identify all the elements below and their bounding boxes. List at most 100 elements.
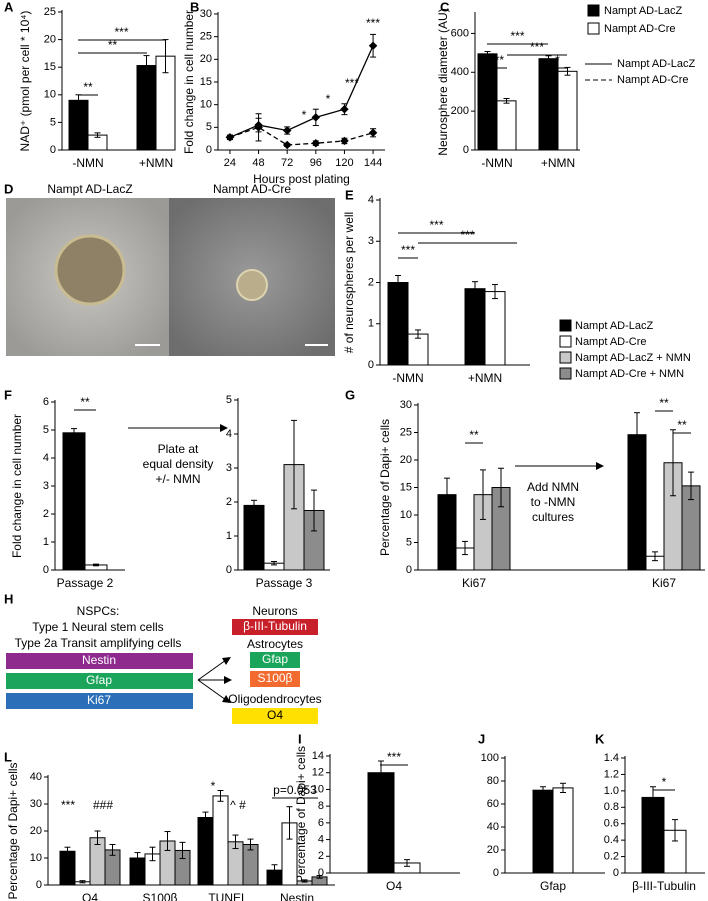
legend-label: Nampt AD-LacZ (604, 5, 683, 17)
y-tick-label: 15 (200, 76, 212, 88)
marker-box (250, 652, 300, 668)
y-tick-label: 0 (463, 144, 469, 156)
y-tick-label: 1.0 (604, 785, 619, 797)
marker-box (6, 673, 193, 689)
fate-name: Astrocytes (247, 637, 303, 651)
y-tick-label: 2 (43, 508, 49, 520)
significance-label: *** (61, 798, 75, 812)
marker-label: Ki67 (87, 693, 111, 707)
diagram-text: NSPCs: (77, 604, 120, 618)
y-tick-label: 30 (200, 8, 212, 20)
y-tick-label: 1.2 (604, 768, 619, 780)
neurosphere (54, 234, 126, 306)
significance-label: *** (401, 243, 415, 257)
significance-label: ** (83, 80, 93, 94)
y-tick-label: 10 (312, 783, 324, 795)
x-tick-label: +NMN (139, 156, 173, 170)
y-tick-label: 4 (368, 194, 374, 206)
bar (387, 282, 409, 366)
y-tick-label: 0 (50, 144, 56, 156)
y-axis-label: Percentage of Dapi+ cells (6, 762, 20, 899)
note: +/- NMN (156, 472, 201, 486)
y-tick-label: 3 (368, 235, 374, 247)
y-tick-label: 0 (613, 867, 619, 879)
y-tick-label: 60 (487, 798, 499, 810)
significance-label: *** (530, 40, 544, 54)
significance-label: *** (345, 76, 359, 90)
y-tick-label: 80 (487, 775, 499, 787)
arrow-head (220, 424, 228, 432)
x-tick-label: -NMN (481, 156, 512, 170)
y-tick-label: 20 (400, 454, 412, 466)
x-tick-label: +NMN (541, 156, 575, 170)
marker (340, 104, 349, 114)
marker-label: β-III-Tubulin (243, 619, 307, 633)
y-tick-label: 25 (200, 31, 212, 43)
y-tick-label: 40 (30, 771, 42, 783)
y-tick-label: 4 (43, 452, 49, 464)
marker (225, 133, 235, 142)
x-tick-label: β-III-Tubulin (632, 879, 696, 893)
y-tick-label: 3 (226, 462, 232, 474)
x-axis-label: Hours post plating (253, 172, 350, 186)
bar (477, 53, 498, 151)
y-tick-label: 200 (451, 105, 469, 117)
marker (340, 136, 349, 146)
marker-box (232, 619, 318, 635)
marker (368, 41, 378, 50)
bar (62, 432, 86, 571)
neurosphere (236, 269, 268, 301)
note: equal density (143, 457, 214, 471)
y-tick-label: 10 (400, 509, 412, 521)
bar (407, 333, 429, 366)
significance-label: p=0.053 (273, 783, 317, 797)
legend-label: Nampt AD-Cre (617, 74, 689, 86)
significance-label: ### (93, 798, 113, 812)
marker-label: Nestin (82, 653, 116, 667)
panel-letter: I (298, 731, 302, 746)
y-tick-label: 40 (487, 821, 499, 833)
diagram-text: Type 2a Transit amplifying cells (15, 636, 182, 650)
legend-swatch (559, 367, 572, 380)
significance-label: *** (429, 218, 443, 232)
y-tick-label: 1 (43, 536, 49, 548)
bar (641, 796, 665, 874)
bar (538, 58, 559, 151)
x-tick-label: Passage 3 (256, 576, 313, 590)
significance-label: ** (469, 428, 479, 442)
legend-label: Nampt AD-LacZ (617, 58, 696, 70)
significance-label: ** (80, 395, 90, 409)
marker-label: S100β (258, 671, 293, 685)
marker (311, 113, 321, 122)
y-tick-label: 1.4 (604, 752, 619, 764)
image-label: Nampt AD-Cre (213, 182, 291, 196)
significance-label: * (662, 775, 667, 789)
y-tick-label: 30 (30, 798, 42, 810)
arrow-head (222, 695, 231, 703)
y-tick-label: 0 (43, 564, 49, 576)
y-tick-label: 600 (451, 27, 469, 39)
y-tick-label: 0 (226, 564, 232, 576)
y-tick-label: 20 (200, 53, 212, 65)
x-tick-label: Nestin (280, 891, 314, 901)
y-tick-label: 1 (368, 318, 374, 330)
legend-label: Nampt AD-Cre (604, 23, 676, 35)
significance-label: *** (510, 29, 524, 43)
significance-label: *** (366, 16, 380, 30)
y-tick-label: 5 (206, 121, 212, 133)
panel-letter: F (4, 387, 12, 402)
y-tick-label: 10 (200, 99, 212, 111)
y-axis-label: Neurosphere diameter (AU) (436, 8, 450, 155)
arrow-head (222, 657, 231, 665)
marker-box (6, 653, 193, 669)
arrow (197, 659, 227, 681)
y-tick-label: 15 (400, 481, 412, 493)
x-tick-label: Passage 2 (57, 576, 114, 590)
significance-label: *** (114, 25, 128, 39)
diagram-text: Type 1 Neural stem cells (32, 620, 163, 634)
marker-label: O4 (267, 708, 283, 722)
y-tick-label: 30 (400, 399, 412, 411)
bar (367, 772, 395, 874)
fate-name: Oligodendrocytes (228, 692, 321, 706)
x-tick-label: 144 (364, 157, 382, 169)
